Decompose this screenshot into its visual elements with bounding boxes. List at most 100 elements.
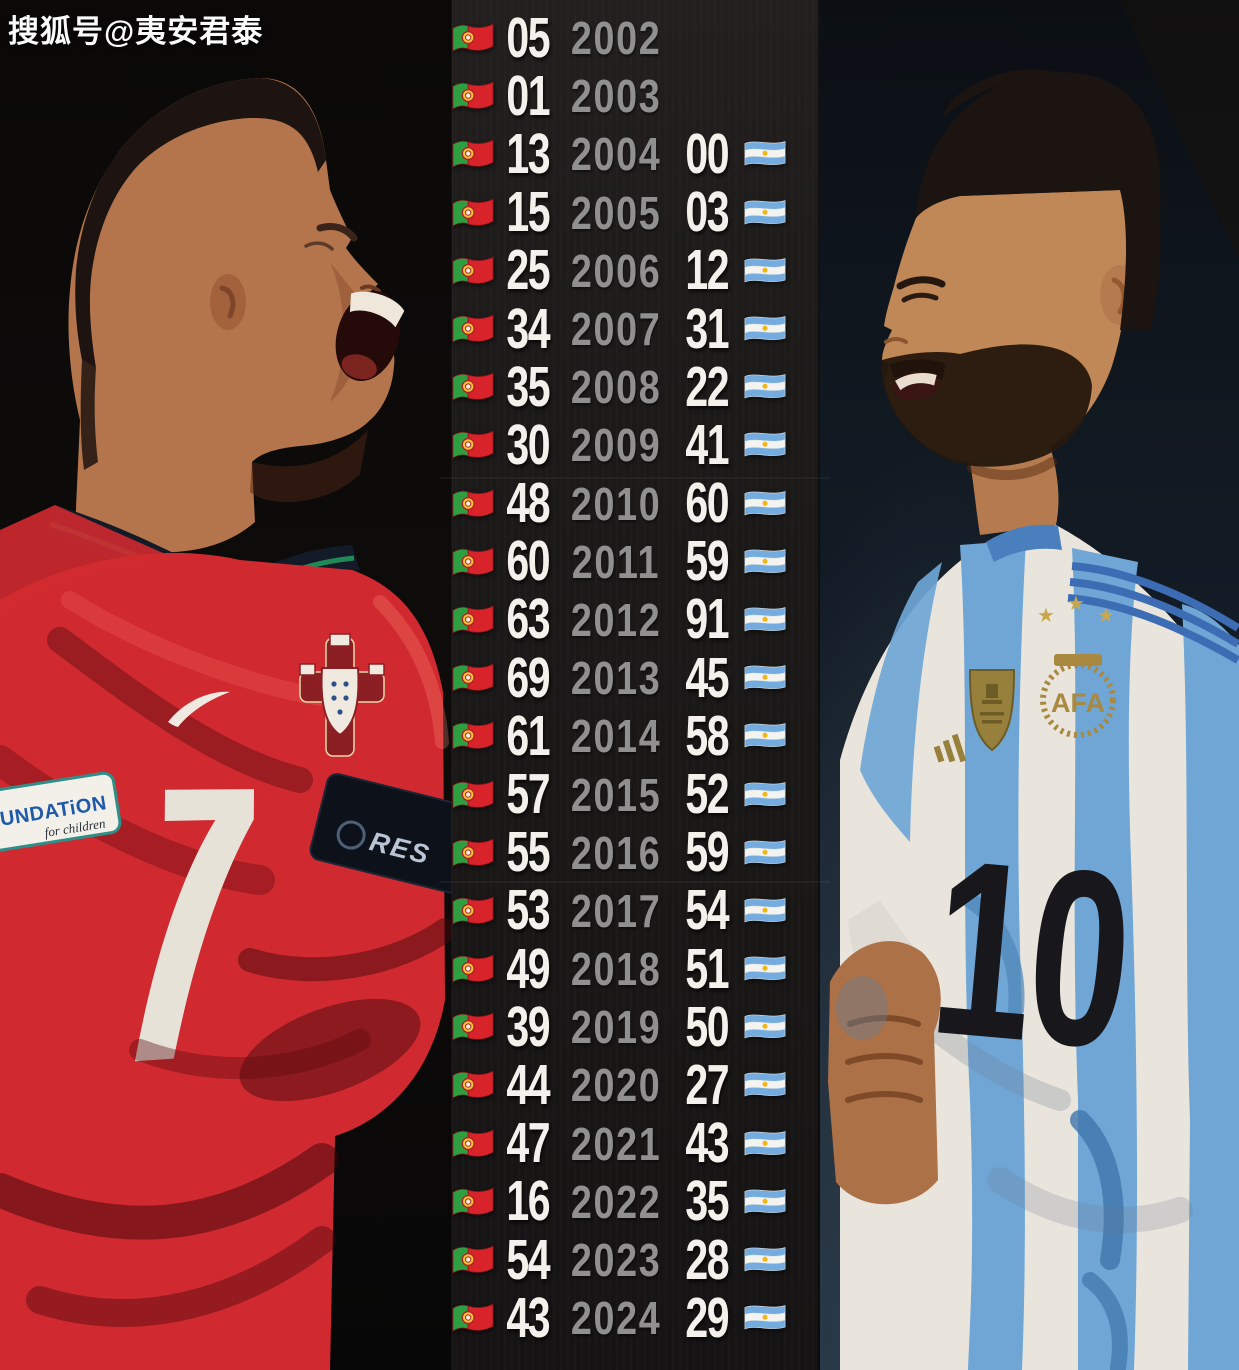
ronaldo-goals: 13: [506, 121, 551, 186]
argentina-flag-icon: [742, 836, 788, 870]
year-label: 2019: [570, 1001, 662, 1054]
ronaldo-goals: 44: [506, 1052, 551, 1117]
year-label: 2021: [570, 1117, 662, 1170]
year-label: 2009: [570, 419, 662, 472]
portugal-flag-icon: [450, 1127, 496, 1161]
messi-goals: 22: [685, 354, 730, 419]
portugal-flag-icon: [450, 370, 496, 404]
portugal-flag-icon: [450, 952, 496, 986]
messi-goals: 27: [685, 1052, 730, 1117]
ronaldo-goals: 39: [506, 994, 551, 1059]
year-label: 2014: [570, 710, 662, 763]
table-row: 43 2024 29: [450, 1289, 788, 1347]
ronaldo-goals: 16: [506, 1169, 551, 1234]
year-label: 2024: [570, 1292, 662, 1345]
table-row: 01 2003: [450, 67, 788, 125]
messi-photo: ★ ★ ★ AFA 10: [820, 0, 1239, 1370]
argentina-flag-icon: [742, 545, 788, 579]
champion-stars-icon: ★ ★ ★: [1037, 591, 1115, 627]
table-row: 39 2019 50: [450, 998, 788, 1056]
table-row: 15 2005 03: [450, 184, 788, 242]
comparison-table: 05 2002 01: [450, 9, 788, 1347]
messi-goals: 60: [685, 471, 730, 536]
portugal-flag-icon: [450, 603, 496, 637]
afa-crest-icon: AFA: [1040, 654, 1116, 738]
fifa-champions-badge-icon: [968, 669, 1016, 752]
year-label: 2011: [571, 535, 661, 588]
portugal-flag-icon: [450, 1010, 496, 1044]
year-label: 2003: [570, 70, 662, 123]
year-label: 2017: [570, 884, 662, 937]
year-label: 2022: [570, 1175, 662, 1228]
year-label: 2012: [570, 593, 662, 646]
year-label: 2006: [570, 244, 662, 297]
portugal-flag-icon: [450, 21, 496, 55]
table-row: 57 2015 52: [450, 765, 788, 823]
ronaldo-goals: 48: [506, 471, 551, 536]
messi-goals: 50: [685, 994, 730, 1059]
portugal-flag-icon: [450, 79, 496, 113]
year-label: 2008: [570, 361, 662, 414]
ronaldo-goals: 49: [506, 936, 551, 1001]
argentina-flag-icon: [742, 1243, 788, 1277]
portugal-flag-icon: [450, 1243, 496, 1277]
messi-goals: 51: [685, 936, 730, 1001]
messi-goals: 41: [685, 412, 730, 477]
ronaldo-goals: 25: [506, 238, 551, 303]
ronaldo-goals: 30: [506, 412, 551, 477]
table-row: 30 2009 41: [450, 416, 788, 474]
messi-goals: 43: [685, 1111, 730, 1176]
year-label: 2016: [570, 826, 662, 879]
portugal-flag-icon: [450, 487, 496, 521]
argentina-flag-icon: [742, 312, 788, 346]
argentina-flag-icon: [742, 137, 788, 171]
svg-text:★: ★: [1067, 591, 1085, 615]
ronaldo-photo: OUNDATiON for children RES: [0, 0, 452, 1370]
argentina-flag-icon: [742, 1068, 788, 1102]
portugal-flag-icon: [450, 196, 496, 230]
ronaldo-illustration: OUNDATiON for children RES: [0, 0, 452, 1370]
argentina-flag-icon: [742, 719, 788, 753]
year-label: 2015: [570, 768, 662, 821]
ronaldo-goals: 55: [506, 820, 551, 885]
argentina-flag-icon: [742, 1185, 788, 1219]
argentina-flag-icon: [742, 1127, 788, 1161]
table-row: 60 2011 59: [450, 533, 788, 591]
year-label: 2023: [570, 1234, 662, 1287]
table-row: 61 2014 58: [450, 707, 788, 765]
ronaldo-goals: 05: [506, 5, 551, 70]
ronaldo-goals: 47: [506, 1111, 551, 1176]
messi-goals: 58: [685, 703, 730, 768]
portugal-flag-icon: [450, 719, 496, 753]
watermark: 搜狐号@夷安君泰: [8, 14, 264, 49]
ronaldo-goals: 01: [506, 63, 551, 128]
ronaldo-goals: 57: [506, 762, 551, 827]
messi-goals: 28: [685, 1227, 730, 1292]
portugal-flag-icon: [450, 312, 496, 346]
ronaldo-goals: 54: [506, 1227, 551, 1292]
svg-text:AFA: AFA: [1051, 688, 1105, 718]
messi-goals: 31: [685, 296, 730, 361]
argentina-flag-icon: [742, 603, 788, 637]
table-row: 16 2022 35: [450, 1173, 788, 1231]
table-row: 55 2016 59: [450, 824, 788, 882]
foundation-patch: OUNDATiON for children: [0, 771, 122, 853]
table-row: 05 2002: [450, 9, 788, 67]
ronaldo-goals: 53: [506, 878, 551, 943]
argentina-flag-icon: [742, 1301, 788, 1335]
portugal-flag-icon: [450, 137, 496, 171]
messi-illustration: ★ ★ ★ AFA 10: [820, 0, 1239, 1370]
table-row: 53 2017 54: [450, 882, 788, 940]
year-label: 2007: [570, 303, 662, 356]
table-row: 49 2018 51: [450, 940, 788, 998]
messi-goals: 00: [685, 121, 730, 186]
ronaldo-goals: 35: [506, 354, 551, 419]
svg-text:10: 10: [922, 807, 1137, 1102]
table-row: 35 2008 22: [450, 358, 788, 416]
portugal-flag-icon: [450, 661, 496, 695]
messi-goals: 03: [685, 180, 730, 245]
portugal-flag-icon: [450, 778, 496, 812]
messi-goals: 52: [685, 762, 730, 827]
portugal-flag-icon: [450, 545, 496, 579]
